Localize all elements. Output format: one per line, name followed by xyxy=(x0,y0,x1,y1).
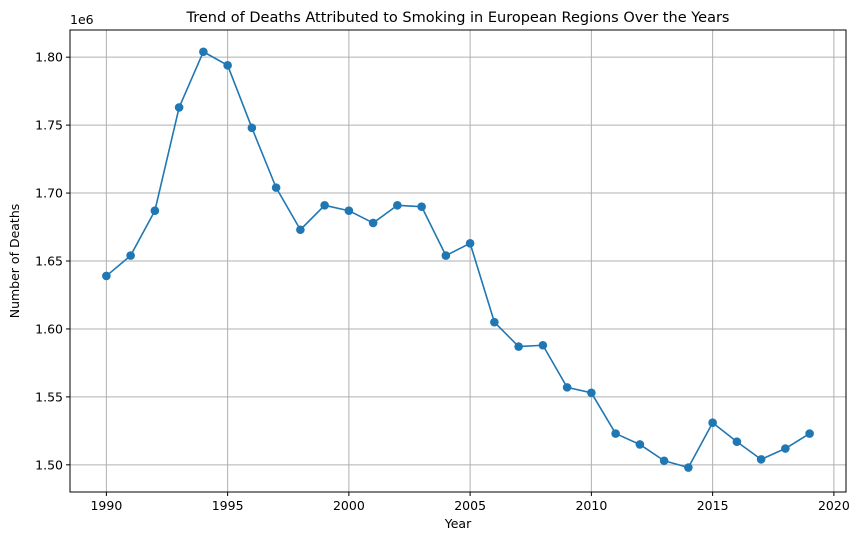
data-point xyxy=(490,317,499,327)
data-point xyxy=(417,202,426,211)
axis-ticks: 1990 1995 2000 2005 2010 2015 2020 1.50 1.55 1.60… xyxy=(35,50,850,513)
data-point xyxy=(805,429,814,438)
x-tick-label: 2020 xyxy=(818,498,850,513)
data-point xyxy=(102,271,111,281)
series-line xyxy=(105,50,811,469)
grid-lines xyxy=(70,30,846,492)
data-point xyxy=(344,206,354,216)
x-tick-label: 1995 xyxy=(212,498,244,513)
data-point xyxy=(441,251,451,260)
y-tick-label: 1.70 xyxy=(35,186,63,201)
data-point xyxy=(781,444,790,453)
x-tick-label: 2005 xyxy=(454,498,486,513)
y-tick-label: 1.80 xyxy=(35,50,63,65)
data-point xyxy=(126,251,135,260)
data-point xyxy=(368,218,378,228)
data-point xyxy=(587,388,596,398)
y-axis-label: Number of Deaths xyxy=(7,204,22,319)
data-point xyxy=(320,200,329,210)
data-point xyxy=(659,456,669,466)
data-point xyxy=(465,239,475,248)
y-tick-label: 1.50 xyxy=(35,457,63,472)
data-point xyxy=(756,455,766,464)
data-point xyxy=(708,418,717,428)
data-point xyxy=(247,123,257,133)
data-point xyxy=(199,47,208,57)
y-tick-label: 1.60 xyxy=(35,321,63,336)
data-point xyxy=(223,61,232,70)
data-point xyxy=(562,383,572,392)
data-point xyxy=(732,437,742,447)
y-tick-label: 1.55 xyxy=(35,389,63,404)
y-tick-label: 1.75 xyxy=(35,118,63,133)
data-point xyxy=(611,429,620,438)
y-axis-offset-label: 1e6 xyxy=(70,12,94,27)
x-tick-label: 2000 xyxy=(333,498,365,513)
data-point xyxy=(271,183,281,192)
x-tick-label: 2010 xyxy=(575,498,607,513)
x-axis-label: Year xyxy=(444,516,472,531)
data-point xyxy=(684,463,693,472)
data-point xyxy=(538,340,548,350)
data-point xyxy=(635,440,645,449)
chart-title: Trend of Deaths Attributed to Smoking in… xyxy=(186,10,730,26)
y-tick-label: 1.65 xyxy=(35,254,63,269)
x-tick-label: 1990 xyxy=(90,498,122,513)
data-point xyxy=(393,200,402,210)
data-point xyxy=(514,342,523,351)
data-point xyxy=(174,103,184,112)
data-point xyxy=(150,206,160,216)
data-point xyxy=(296,225,305,235)
data-series xyxy=(102,47,814,472)
x-tick-label: 2015 xyxy=(697,498,729,513)
